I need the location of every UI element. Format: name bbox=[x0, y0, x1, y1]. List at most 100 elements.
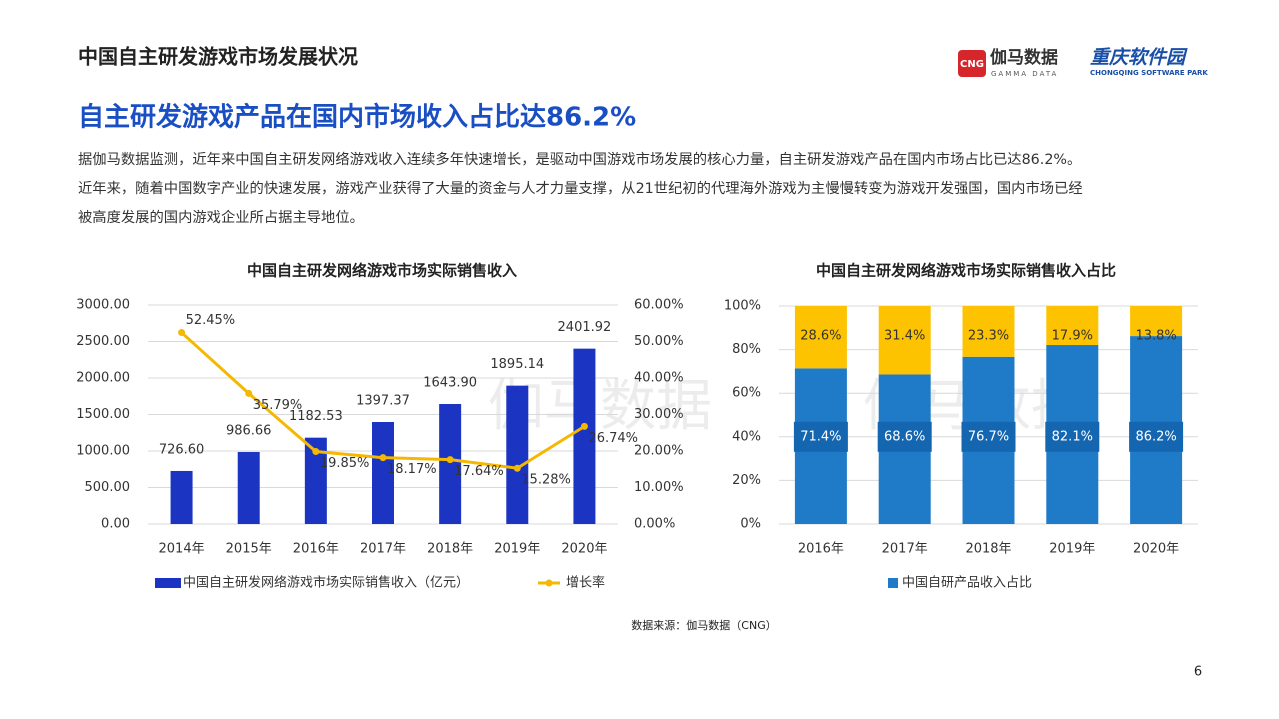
bar-segment bbox=[794, 306, 847, 369]
data-label: 1895.14 bbox=[490, 357, 544, 372]
data-label: 26.74% bbox=[588, 431, 638, 446]
bar-segment bbox=[1130, 306, 1183, 337]
data-label: 17.64% bbox=[454, 464, 504, 479]
x-tick-label: 2016年 bbox=[798, 542, 844, 557]
label-box bbox=[1045, 421, 1100, 452]
data-label: 1643.90 bbox=[423, 375, 477, 390]
x-tick-label: 2017年 bbox=[360, 542, 406, 557]
line-marker bbox=[178, 329, 186, 337]
y-tick-label: 500.00 bbox=[85, 480, 131, 495]
page-number: 6 bbox=[1194, 665, 1202, 680]
logo-park: 重庆软件园 bbox=[1090, 47, 1188, 69]
data-label: 1397.37 bbox=[356, 393, 410, 408]
y-tick-label: 3000.00 bbox=[76, 298, 130, 313]
data-label: 23.3% bbox=[968, 329, 1009, 344]
x-tick-label: 2017年 bbox=[882, 542, 928, 557]
y-tick-label: 0.00 bbox=[101, 517, 130, 532]
data-label: 17.9% bbox=[1052, 329, 1093, 344]
legend-label: 增长率 bbox=[566, 575, 605, 591]
y2-tick-label: 60.00% bbox=[634, 298, 684, 313]
legend-swatch bbox=[155, 578, 181, 588]
data-label: 31.4% bbox=[884, 329, 925, 344]
logo-cng: CNG bbox=[960, 59, 984, 70]
legend-swatch bbox=[888, 578, 898, 588]
data-label: 71.4% bbox=[800, 429, 841, 444]
logo-gamma: 伽马数据 bbox=[990, 47, 1058, 68]
data-label: 18.17% bbox=[387, 462, 437, 477]
y2-tick-label: 20.00% bbox=[634, 444, 684, 459]
y2-tick-label: 0.00% bbox=[634, 517, 675, 532]
x-tick-label: 2015年 bbox=[226, 542, 272, 557]
line-marker bbox=[513, 464, 521, 472]
bar-segment bbox=[878, 306, 931, 375]
y2-tick-label: 40.00% bbox=[634, 371, 684, 386]
bar-segment bbox=[962, 306, 1015, 357]
y-tick-label: 0% bbox=[740, 517, 761, 532]
y-tick-label: 80% bbox=[732, 342, 761, 357]
data-label: 15.28% bbox=[521, 473, 571, 488]
line-marker bbox=[580, 422, 588, 430]
label-box bbox=[877, 421, 932, 452]
bar bbox=[573, 348, 596, 524]
legend-label: 中国自主研发网络游戏市场实际销售收入（亿元） bbox=[183, 575, 469, 591]
body-line: 据伽马数据监测，近年来中国自主研发网络游戏收入连续多年快速增长，是驱动中国游戏市… bbox=[78, 151, 1081, 168]
body-line: 被高度发展的国内游戏企业所占据主导地位。 bbox=[78, 208, 364, 226]
x-tick-label: 2020年 bbox=[561, 542, 607, 557]
line-marker bbox=[245, 389, 253, 397]
bar bbox=[439, 403, 462, 524]
logo-gamma-en: GAMMA DATA bbox=[991, 70, 1058, 78]
line-marker bbox=[446, 456, 454, 464]
x-tick-label: 2019年 bbox=[1049, 542, 1095, 557]
page-title: 中国自主研发游戏市场发展状况 bbox=[78, 45, 358, 69]
x-tick-label: 2018年 bbox=[965, 542, 1011, 557]
data-label: 19.85% bbox=[320, 456, 370, 471]
y-tick-label: 1500.00 bbox=[76, 407, 130, 422]
data-label: 52.45% bbox=[186, 313, 236, 328]
data-label: 28.6% bbox=[800, 329, 841, 344]
y-tick-label: 20% bbox=[732, 473, 761, 488]
data-label: 82.1% bbox=[1052, 429, 1093, 444]
chart-title: 中国自主研发网络游戏市场实际销售收入占比 bbox=[816, 262, 1116, 280]
data-label: 726.60 bbox=[159, 442, 205, 457]
headline: 自主研发游戏产品在国内市场收入占比达86.2% bbox=[78, 102, 636, 133]
logo-badge bbox=[958, 50, 986, 77]
data-label: 986.66 bbox=[226, 423, 272, 438]
y-tick-label: 100% bbox=[724, 299, 761, 314]
data-label: 2401.92 bbox=[558, 320, 612, 335]
body-line: 近年来，随着中国数字产业的快速发展，游戏产业获得了大量的资金与人才力量支撑，从2… bbox=[78, 180, 1083, 197]
line-marker bbox=[379, 454, 387, 462]
legend-label: 中国自研产品收入占比 bbox=[902, 576, 1032, 591]
data-label: 68.6% bbox=[884, 429, 925, 444]
data-label: 13.8% bbox=[1135, 329, 1176, 344]
y-tick-label: 2500.00 bbox=[76, 334, 130, 349]
chart-title: 中国自主研发网络游戏市场实际销售收入 bbox=[247, 262, 517, 280]
legend-swatch bbox=[545, 579, 553, 587]
data-label: 76.7% bbox=[968, 429, 1009, 444]
x-tick-label: 2019年 bbox=[494, 542, 540, 557]
y-tick-label: 2000.00 bbox=[76, 371, 130, 386]
data-label: 1182.53 bbox=[289, 409, 343, 424]
x-tick-label: 2018年 bbox=[427, 542, 473, 557]
y2-tick-label: 10.00% bbox=[634, 480, 684, 495]
bar bbox=[506, 385, 529, 524]
label-box bbox=[1129, 421, 1184, 452]
bar bbox=[372, 421, 394, 524]
label-box bbox=[961, 421, 1016, 452]
bar-segment bbox=[1046, 306, 1099, 346]
x-tick-label: 2016年 bbox=[293, 542, 339, 557]
source: 数据来源：伽马数据（CNG） bbox=[631, 618, 776, 632]
label-box bbox=[793, 421, 848, 452]
y-tick-label: 1000.00 bbox=[76, 444, 130, 459]
x-tick-label: 2014年 bbox=[159, 542, 205, 557]
data-label: 86.2% bbox=[1135, 429, 1176, 444]
logo-park-en: CHONGQING SOFTWARE PARK bbox=[1090, 69, 1208, 77]
bar bbox=[237, 451, 260, 524]
y-tick-label: 40% bbox=[732, 429, 761, 444]
y2-tick-label: 50.00% bbox=[634, 334, 684, 349]
y2-tick-label: 30.00% bbox=[634, 407, 684, 422]
data-label: 35.79% bbox=[253, 398, 303, 413]
x-tick-label: 2020年 bbox=[1133, 542, 1179, 557]
y-tick-label: 60% bbox=[732, 386, 761, 401]
line-marker bbox=[312, 448, 320, 456]
